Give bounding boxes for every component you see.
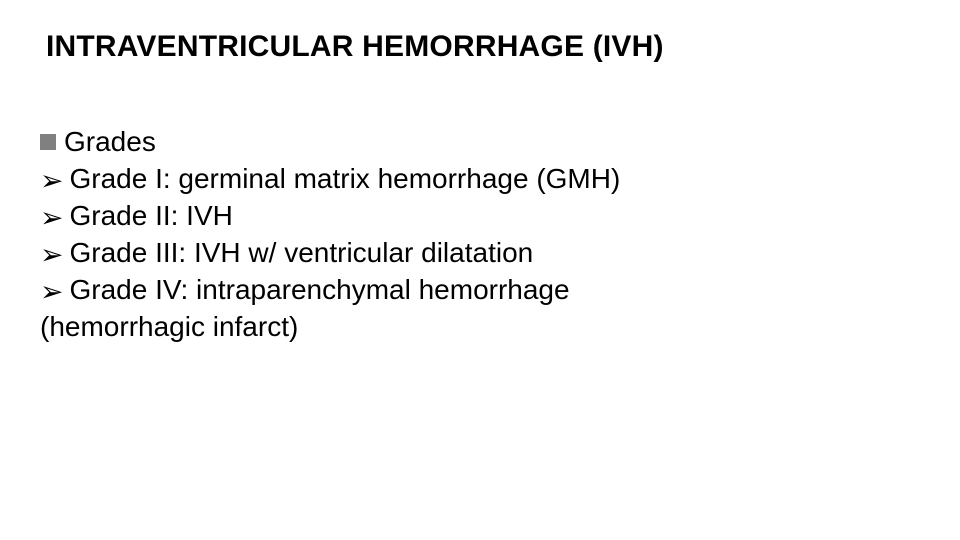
arrow-bullet-icon: ➢ [40, 241, 63, 269]
arrow-bullet-icon: ➢ [40, 204, 63, 232]
square-bullet-icon [40, 134, 56, 150]
list-item-text: Grade II: IVH [69, 200, 232, 231]
trailing-line: (hemorrhagic infarct) [40, 309, 920, 346]
list-item: ➢Grade IV: intraparenchymal hemorrhage [40, 272, 920, 309]
list-item: ➢Grade III: IVH w/ ventricular dilatatio… [40, 235, 920, 272]
list-item: ➢Grade I: germinal matrix hemorrhage (GM… [40, 161, 920, 198]
slide-title: INTRAVENTRICULAR HEMORRHAGE (IVH) [46, 30, 920, 64]
list-item-text: Grade I: germinal matrix hemorrhage (GMH… [69, 163, 620, 194]
list-item-text: Grade III: IVH w/ ventricular dilatation [69, 237, 533, 268]
arrow-bullet-icon: ➢ [40, 167, 63, 195]
section-label: Grades [64, 126, 156, 157]
slide: INTRAVENTRICULAR HEMORRHAGE (IVH) Grades… [0, 0, 960, 540]
list-item-text: Grade IV: intraparenchymal hemorrhage [69, 274, 569, 305]
list-item: ➢Grade II: IVH [40, 198, 920, 235]
arrow-bullet-icon: ➢ [40, 278, 63, 306]
slide-content: Grades ➢Grade I: germinal matrix hemorrh… [40, 124, 920, 346]
section-header-row: Grades [40, 124, 920, 161]
